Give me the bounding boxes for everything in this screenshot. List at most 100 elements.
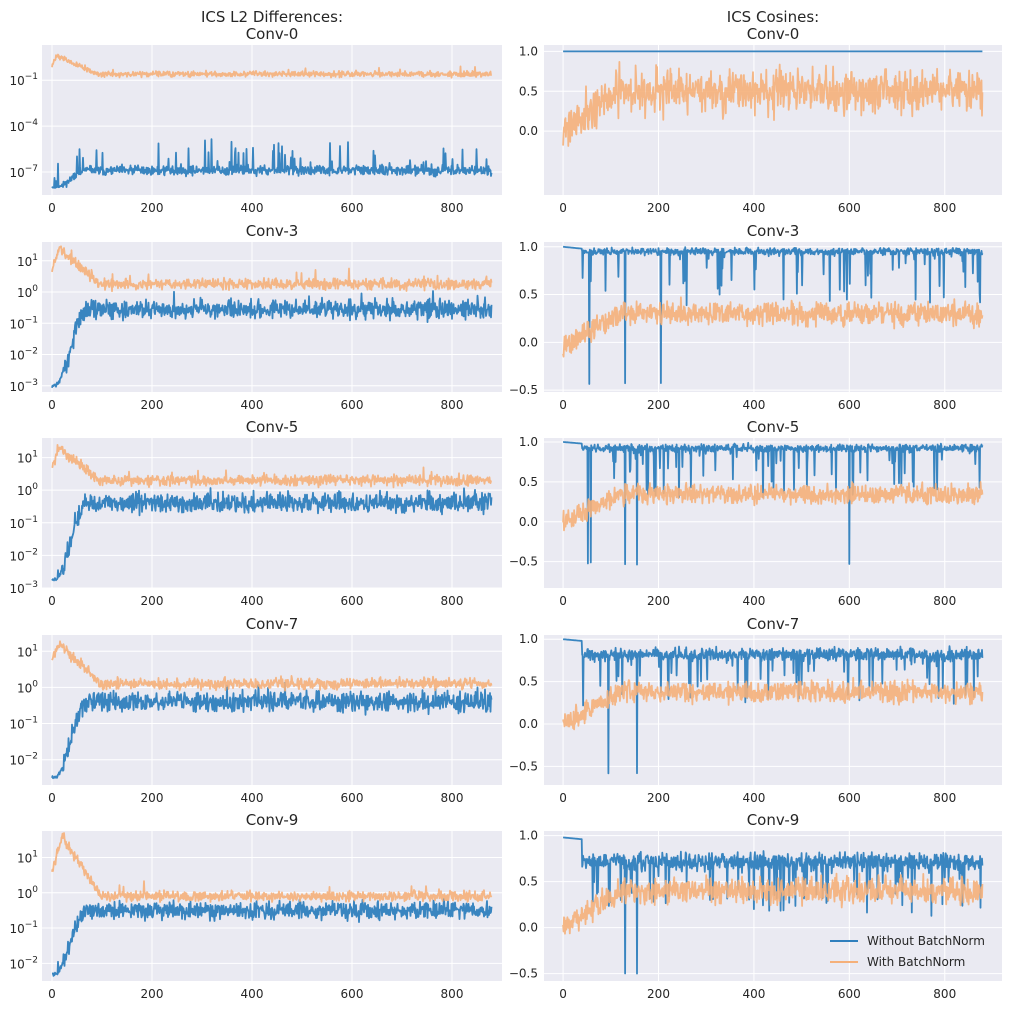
- y-tick-label: 1.0: [519, 829, 538, 843]
- x-tick-label: 200: [141, 987, 164, 1001]
- series-line-without-batchnorm: [562, 245, 984, 385]
- panel-left-0: 0 200 400 600 800 10−1 10−4 10−7 ICS L2 Differen…: [9, 8, 502, 215]
- series-line-with-batchnorm: [562, 872, 984, 935]
- x-tick-label: 200: [647, 201, 670, 215]
- x-tick-label: 400: [742, 791, 765, 805]
- y-tick-label: 0.0: [519, 335, 538, 349]
- panel-left-2: 0 200 400 600 800 101 100 10−1 10−2 10−3 Conv-5: [9, 418, 502, 608]
- x-tick-label: 200: [647, 987, 670, 1001]
- y-tick-label: 100: [17, 885, 38, 901]
- panel-right-1: 0 200 400 600 800 1.0 0.5 0.0 −0.5 Conv-3: [509, 222, 1002, 412]
- legend-label-with-batchnorm: With BatchNorm: [867, 955, 965, 969]
- y-tick-label: 0.0: [519, 921, 538, 935]
- x-tick-label: 600: [341, 987, 364, 1001]
- panel-title: Conv-9: [747, 811, 800, 829]
- x-tick-label: 200: [647, 398, 670, 412]
- series-line-without-batchnorm: [51, 681, 493, 780]
- series-line-with-batchnorm: [562, 676, 984, 731]
- x-tick-label: 0: [559, 594, 567, 608]
- series-line-with-batchnorm: [51, 640, 493, 692]
- x-tick-label: 200: [141, 398, 164, 412]
- y-tick-label: 10−1: [9, 315, 38, 331]
- series-line-with-batchnorm: [51, 245, 493, 293]
- x-tick-label: 800: [933, 398, 956, 412]
- x-tick-label: 400: [241, 398, 264, 412]
- x-tick-label: 800: [441, 594, 464, 608]
- panels: 0 200 400 600 800 10−1 10−4 10−7 ICS L2 Differen…: [9, 8, 1002, 1001]
- x-tick-label: 0: [48, 987, 56, 1001]
- y-tick-label: 0.5: [519, 84, 538, 98]
- y-tick-label: 10−2: [9, 547, 38, 563]
- series-line-with-batchnorm: [562, 296, 984, 358]
- x-tick-label: 600: [341, 791, 364, 805]
- y-tick-label: 100: [17, 284, 38, 300]
- axes-background: [544, 45, 1002, 195]
- y-tick-label: 10−3: [9, 580, 38, 596]
- x-tick-label: 600: [838, 398, 861, 412]
- y-tick-label: 100: [17, 679, 38, 695]
- y-tick-label: 0.0: [519, 717, 538, 731]
- panel-title: Conv-3: [246, 222, 299, 240]
- series-line-without-batchnorm: [562, 441, 984, 566]
- y-tick-label: 10−7: [9, 164, 38, 180]
- series-line-without-batchnorm: [51, 138, 493, 189]
- x-tick-label: 800: [441, 791, 464, 805]
- y-tick-label: 0.0: [519, 124, 538, 138]
- series-line-with-batchnorm: [562, 61, 984, 147]
- x-tick-label: 400: [742, 398, 765, 412]
- x-tick-label: 0: [48, 594, 56, 608]
- y-tick-label: 101: [17, 450, 38, 466]
- y-tick-label: −0.5: [509, 967, 538, 981]
- panel-left-4: 0 200 400 600 800 101 100 10−1 10−2 Conv-9: [9, 811, 502, 1001]
- panel-title: ICS L2 Differences:: [201, 8, 343, 26]
- panel-title: Conv-5: [747, 418, 800, 436]
- x-tick-label: 400: [742, 201, 765, 215]
- x-tick-label: 800: [441, 398, 464, 412]
- panel-title: Conv-0: [246, 25, 299, 43]
- x-tick-label: 400: [241, 987, 264, 1001]
- panel-right-0: 0 200 400 600 800 1.0 0.5 0.0 ICS Cosines:Conv-0: [519, 8, 1002, 215]
- x-tick-label: 0: [48, 201, 56, 215]
- x-tick-label: 0: [559, 201, 567, 215]
- x-tick-label: 800: [933, 791, 956, 805]
- y-tick-label: 0.5: [519, 675, 538, 689]
- y-tick-label: 10−2: [9, 955, 38, 971]
- x-tick-label: 600: [838, 987, 861, 1001]
- y-tick-label: 10−2: [9, 347, 38, 363]
- y-tick-label: 101: [17, 849, 38, 865]
- panel-left-3: 0 200 400 600 800 101 100 10−1 10−2 Conv-7: [9, 615, 502, 805]
- x-tick-label: 400: [742, 987, 765, 1001]
- y-tick-label: 0.5: [519, 875, 538, 889]
- y-tick-label: 0.5: [519, 288, 538, 302]
- legend-label-without-batchnorm: Without BatchNorm: [867, 934, 985, 948]
- y-tick-label: 10−1: [9, 515, 38, 531]
- series-line-without-batchnorm: [51, 487, 493, 582]
- x-tick-label: 600: [341, 201, 364, 215]
- y-tick-label: 10−1: [9, 920, 38, 936]
- x-tick-label: 800: [933, 594, 956, 608]
- y-tick-label: 1.0: [519, 44, 538, 58]
- x-tick-label: 0: [559, 791, 567, 805]
- series-line-without-batchnorm: [51, 290, 493, 389]
- y-tick-label: 10−4: [9, 118, 38, 134]
- x-tick-label: 200: [647, 791, 670, 805]
- x-tick-label: 600: [341, 398, 364, 412]
- y-tick-label: 101: [17, 643, 38, 659]
- x-tick-label: 0: [48, 791, 56, 805]
- x-tick-label: 800: [441, 201, 464, 215]
- x-tick-label: 400: [742, 594, 765, 608]
- x-tick-label: 400: [241, 201, 264, 215]
- axes-background: [42, 438, 502, 588]
- y-tick-label: 101: [17, 253, 38, 269]
- x-tick-label: 200: [141, 791, 164, 805]
- x-tick-label: 600: [838, 594, 861, 608]
- y-tick-label: 10−1: [9, 72, 38, 88]
- x-tick-label: 600: [838, 201, 861, 215]
- y-tick-label: 0.5: [519, 475, 538, 489]
- y-tick-label: −0.5: [509, 759, 538, 773]
- y-tick-label: 100: [17, 482, 38, 498]
- panel-left-1: 0 200 400 600 800 101 100 10−1 10−2 10−3 Conv-3: [9, 222, 502, 412]
- y-tick-label: 1.0: [519, 240, 538, 254]
- series-line-without-batchnorm: [562, 836, 984, 975]
